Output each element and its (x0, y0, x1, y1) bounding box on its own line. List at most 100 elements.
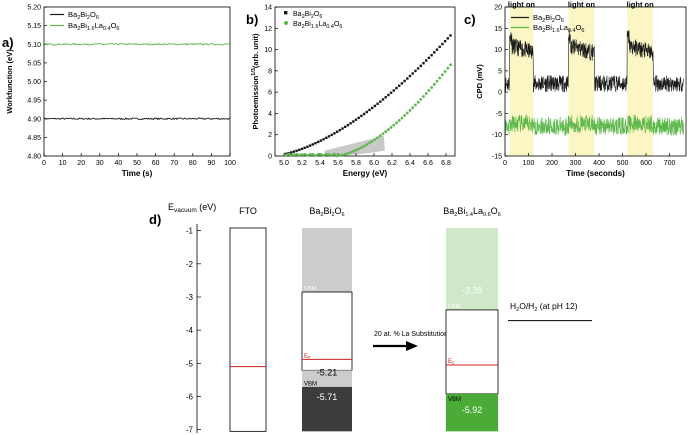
data-point-0 (427, 56, 431, 60)
ba2bi2o6-band-gap (301, 291, 353, 371)
y-tick-label: 20 (494, 5, 502, 12)
data-point-0 (349, 122, 352, 125)
data-point-0 (435, 48, 439, 51)
x-tick-label: 6.6 (423, 160, 433, 167)
redox-level-label: H2​O/H2​ (at pH 12) (510, 301, 578, 313)
la-doped-cbm-label: CBM (448, 304, 461, 310)
light-on-label-1: light on (568, 0, 595, 9)
data-point-1 (303, 152, 307, 156)
data-point-1 (443, 70, 447, 73)
y-tick-label: 10 (494, 47, 502, 54)
data-point-0 (346, 123, 350, 127)
data-point-0 (433, 51, 436, 54)
x-tick-label: 30 (96, 160, 104, 167)
energy-tick-label: -5 (186, 359, 194, 368)
data-point-0 (298, 148, 301, 152)
x-tick-label: 70 (170, 160, 178, 167)
y-tick-label: 4.80 (27, 154, 41, 161)
data-point-1 (295, 152, 298, 156)
data-point-0 (425, 59, 428, 62)
x-tick-label: 6.2 (387, 160, 397, 167)
x-axis-label: Time (s) (122, 169, 153, 178)
x-tick-label: 5.6 (333, 160, 343, 167)
workfunction-chart: 0 10 20 30 40 50 60 70 80 90 100 4.80 4.85 4.90 4.95 5.… (5, 5, 236, 179)
ba2bi2o6-valence-band (302, 386, 352, 432)
data-point-0 (341, 127, 344, 130)
panel-label-d: d) (149, 212, 161, 227)
data-point-1 (351, 149, 355, 153)
data-point-0 (376, 102, 379, 105)
data-point-0 (354, 118, 358, 121)
data-point-0 (449, 34, 452, 37)
data-point-1 (362, 144, 366, 148)
data-point-0 (416, 67, 420, 70)
data-point-1 (289, 153, 293, 157)
fto-box (229, 227, 267, 432)
la-doped-conduction-band (446, 227, 498, 310)
y-tick-label: -15 (492, 154, 502, 161)
data-point-0 (327, 135, 331, 138)
x-tick-label: 40 (115, 160, 123, 167)
data-point-0 (406, 77, 409, 80)
y-tick-label: 10 (264, 47, 272, 54)
data-point-0 (352, 120, 355, 123)
panel-label-b: b) (246, 12, 258, 27)
data-point-1 (341, 153, 344, 157)
data-point-0 (360, 114, 363, 118)
y-tick-label: 12 (264, 26, 272, 33)
ba2bi2o6-vbm-value: -5.71 (317, 392, 338, 402)
series-line-1 (504, 114, 684, 136)
legend-marker-1 (284, 21, 288, 25)
data-point-0 (398, 84, 401, 87)
data-point-0 (430, 53, 433, 57)
y-tick-label: 0 (498, 90, 502, 97)
x-tick-label: 300 (570, 160, 582, 167)
x-axis-label: Energy (eV) (343, 169, 388, 178)
x-tick-label: 100 (224, 160, 236, 167)
x-tick-label: 0 (42, 160, 46, 167)
data-point-0 (303, 146, 306, 150)
data-point-1 (306, 153, 309, 157)
data-point-1 (333, 152, 336, 156)
x-tick-label: 60 (152, 160, 160, 167)
data-point-1 (373, 138, 377, 141)
data-point-1 (284, 153, 288, 157)
energy-tick-label: -7 (186, 426, 194, 435)
la-doped-cb-value: -3.39 (462, 286, 483, 296)
data-point-1 (438, 76, 442, 80)
y-tick-label: 4.90 (27, 116, 41, 123)
series-line-0 (504, 29, 684, 93)
y-tick-label: 15 (494, 26, 502, 33)
data-point-1 (432, 82, 436, 86)
legend-label-0: Ba2​Bi2​O6​ (68, 10, 99, 21)
data-point-0 (306, 145, 309, 148)
data-point-1 (395, 121, 398, 125)
data-point-0 (395, 86, 398, 90)
light-on-band-2 (627, 7, 654, 156)
x-tick-label: 5.4 (315, 160, 325, 167)
ba2bi2o6-vb-top-value: -5.21 (317, 367, 338, 377)
data-point-0 (384, 96, 387, 99)
data-point-0 (319, 139, 323, 142)
data-point-0 (411, 72, 414, 75)
data-point-1 (411, 106, 415, 110)
data-point-1 (387, 128, 390, 131)
energy-tick-label: -4 (186, 326, 194, 335)
energy-tick-label: -2 (186, 260, 194, 269)
y-tick-label: -5 (496, 111, 502, 118)
y-tick-label: -10 (492, 132, 502, 139)
data-point-0 (300, 147, 304, 151)
data-point-1 (446, 66, 450, 70)
y-tick-label: 0 (268, 154, 272, 161)
substitution-arrow-head (406, 341, 418, 351)
data-point-1 (416, 100, 420, 104)
data-point-1 (324, 152, 328, 156)
x-tick-label: 600 (640, 160, 652, 167)
data-point-0 (295, 149, 298, 152)
y-tick-label: 4.85 (27, 135, 41, 142)
data-point-0 (441, 42, 444, 46)
y-tick-label: 6 (268, 90, 272, 97)
la-doped-valence-band (446, 393, 498, 432)
photoemission-chart: 5.0 5.2 5.4 5.6 5.8 6.0 6.2 6.4 6.6 6.8 0 2 4 6 8 10 12 1… (251, 5, 456, 178)
cpd-chart: 0 100 200 300 400 500 600 700 -15 -10 -5 0 5 10 15 20 Ti… (475, 0, 687, 178)
